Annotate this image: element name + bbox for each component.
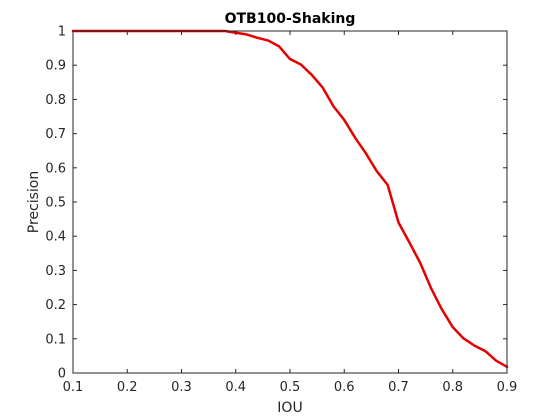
plot-area xyxy=(73,31,507,373)
y-tick-label: 0.9 xyxy=(45,59,66,74)
x-tick-label: 0.8 xyxy=(442,380,463,395)
y-tick-label: 0.2 xyxy=(45,298,66,313)
y-tick-label: 0 xyxy=(58,367,66,382)
x-tick-label: 0.5 xyxy=(280,380,301,395)
x-tick-label: 0.2 xyxy=(117,380,138,395)
y-tick-label: 0.1 xyxy=(45,332,66,347)
x-tick-label: 0.3 xyxy=(171,380,192,395)
chart-title: OTB100-Shaking xyxy=(225,11,356,27)
x-tick-label: 0.1 xyxy=(63,380,84,395)
y-tick-label: 0.6 xyxy=(45,161,66,176)
y-tick-label: 0.7 xyxy=(45,127,66,142)
x-tick-label: 0.4 xyxy=(225,380,246,395)
y-axis-label: Precision xyxy=(26,171,42,233)
y-tick-label: 0.8 xyxy=(45,93,66,108)
x-tick-label: 0.7 xyxy=(388,380,409,395)
x-axis-ticks: 0.1 0.2 0.3 0.4 0.5 0.6 0.7 0.8 0.9 xyxy=(63,31,518,395)
y-tick-label: 1 xyxy=(58,25,66,40)
x-tick-label: 0.9 xyxy=(497,380,518,395)
x-tick-label: 0.6 xyxy=(334,380,355,395)
y-tick-label: 0.5 xyxy=(45,196,66,211)
y-tick-label: 0.3 xyxy=(45,264,66,279)
y-axis-ticks: 0 0.1 0.2 0.3 0.4 0.5 0.6 0.7 0.8 0.9 1 xyxy=(45,25,507,382)
y-tick-label: 0.4 xyxy=(45,230,66,245)
x-axis-label: IOU xyxy=(277,400,302,416)
